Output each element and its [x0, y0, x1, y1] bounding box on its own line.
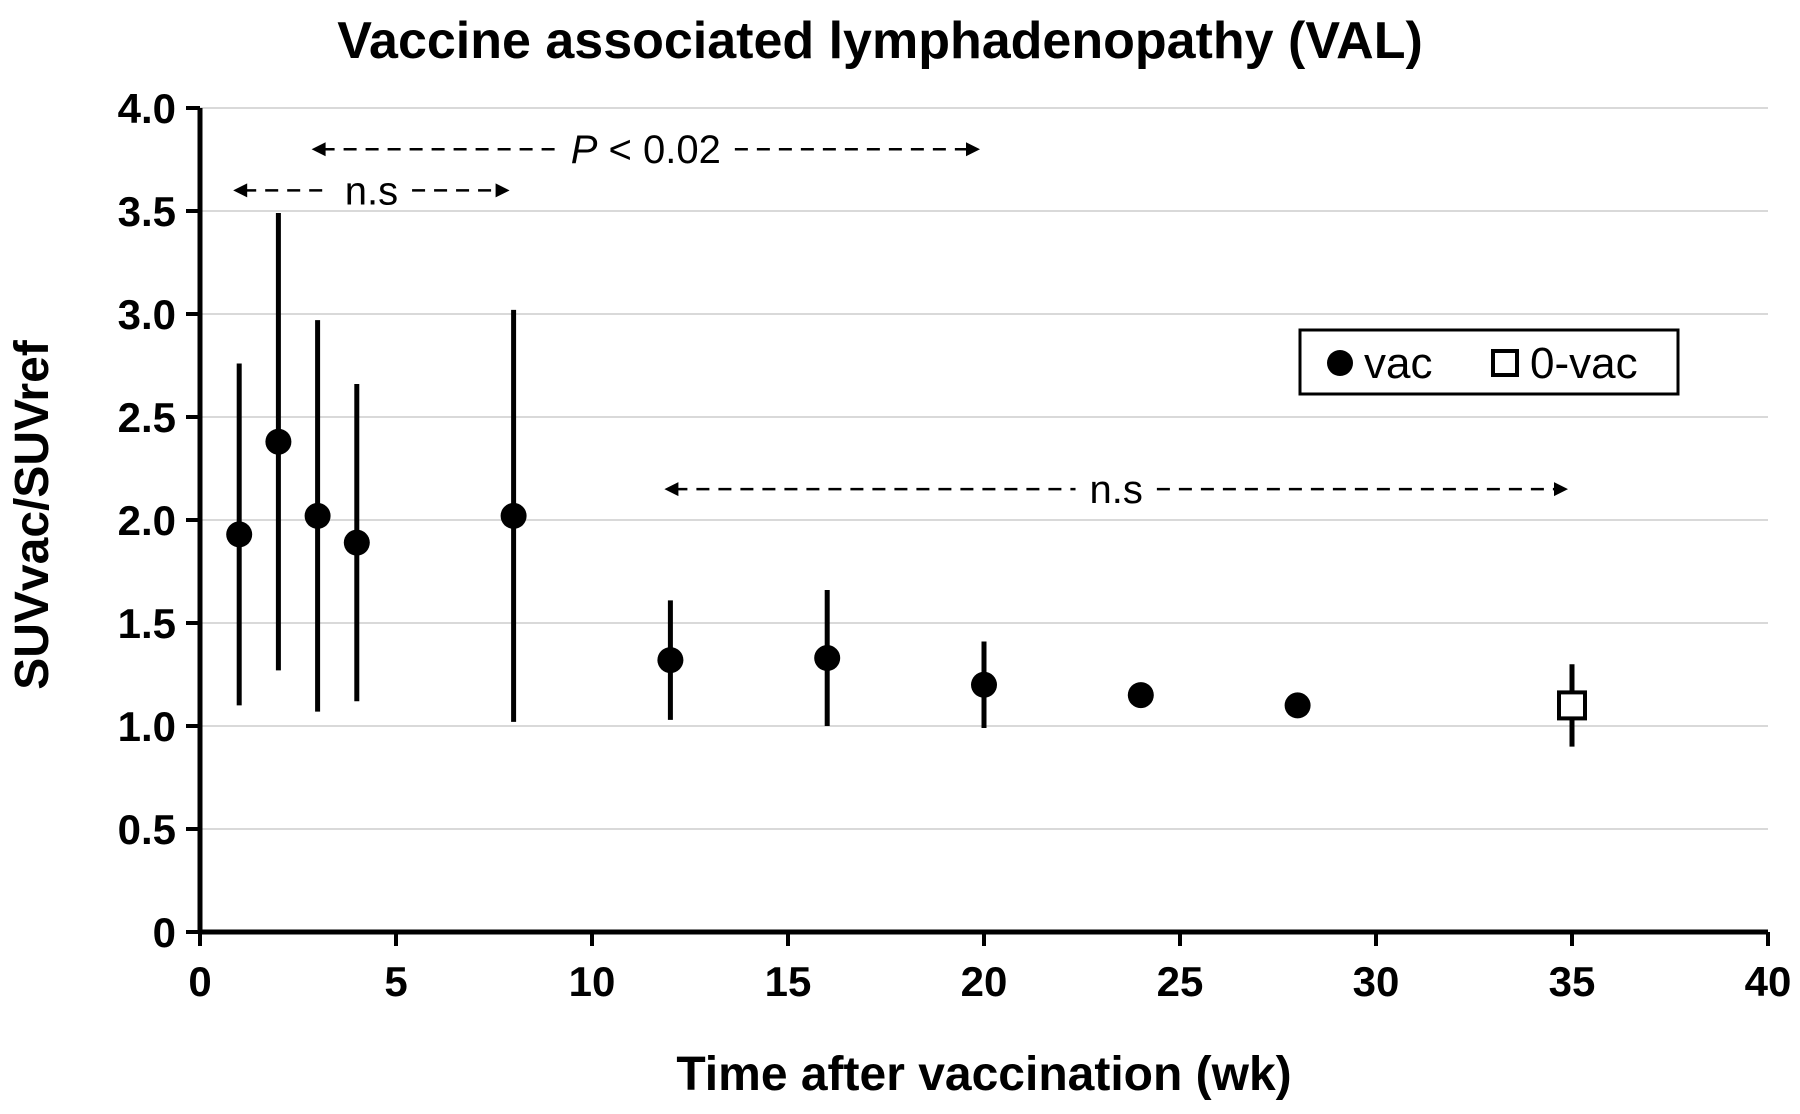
arrow-head-right — [1554, 482, 1568, 497]
grid-lines — [200, 107, 1768, 830]
y-axis-title: SUVvac/SUVref — [6, 339, 59, 690]
y-tick-label: 2.0 — [118, 497, 176, 544]
annotation-label: n.s — [345, 169, 398, 213]
y-tick-label: 2.5 — [118, 394, 176, 441]
arrow-head-right — [966, 142, 980, 157]
x-axis-title: Time after vaccination (wk) — [676, 1048, 1291, 1101]
x-tick-label: 25 — [1157, 958, 1204, 1005]
data-points — [226, 213, 1587, 747]
y-tick-label: 3.5 — [118, 188, 176, 235]
x-tick-label: 10 — [569, 958, 616, 1005]
data-point-vac — [1284, 692, 1311, 719]
arrow-head-left — [311, 142, 326, 157]
legend: vac 0-vac — [1298, 328, 1680, 396]
data-point-vac — [971, 671, 997, 698]
x-tick-label: 40 — [1745, 958, 1792, 1005]
annotations: P < 0.02 n.s n.s — [233, 128, 1568, 512]
legend-box — [1298, 328, 1680, 396]
arrow-head-right — [495, 183, 510, 198]
data-point-0-vac — [1557, 690, 1587, 721]
y-tick-label: 1.0 — [118, 703, 176, 750]
data-point-vac — [657, 647, 684, 674]
annotation-label: n.s — [1090, 468, 1143, 512]
axes — [186, 106, 1770, 946]
x-tick-label: 30 — [1353, 958, 1400, 1005]
y-tick-label: 3.0 — [118, 291, 176, 338]
x-tick-label: 20 — [961, 958, 1008, 1005]
y-tick-label: 0.5 — [118, 806, 176, 853]
data-point-vac — [265, 428, 292, 455]
annotation-label: P < 0.02 — [571, 128, 721, 172]
legend-marker-vac — [1327, 350, 1353, 376]
y-tick-label: 0 — [153, 909, 176, 956]
x-tick-label: 15 — [765, 958, 812, 1005]
tick-labels: 0 0.5 1.0 1.5 2.0 2.5 3.0 3.5 4.0 0 5 10 15 20 25 30 35 4… — [118, 85, 1792, 1005]
x-tick-label: 0 — [188, 958, 211, 1005]
data-point-vac — [814, 645, 841, 672]
data-point-vac — [500, 502, 527, 529]
x-tick-label: 35 — [1549, 958, 1596, 1005]
data-point-vac — [1127, 682, 1154, 709]
y-tick-label: 1.5 — [118, 600, 176, 647]
chart-title: Vaccine associated lymphadenopathy (VAL) — [337, 12, 1423, 70]
y-tick-label: 4.0 — [118, 85, 176, 132]
x-tick-label: 5 — [384, 958, 407, 1005]
data-point-vac — [226, 521, 253, 548]
legend-marker-0-vac — [1491, 349, 1519, 377]
data-point-vac — [304, 502, 331, 529]
data-point-vac — [343, 529, 370, 556]
arrow-head-left — [664, 482, 679, 497]
legend-label-vac: vac — [1364, 339, 1432, 388]
arrow-head-left — [233, 183, 248, 198]
legend-label-0-vac: 0-vac — [1530, 339, 1638, 388]
